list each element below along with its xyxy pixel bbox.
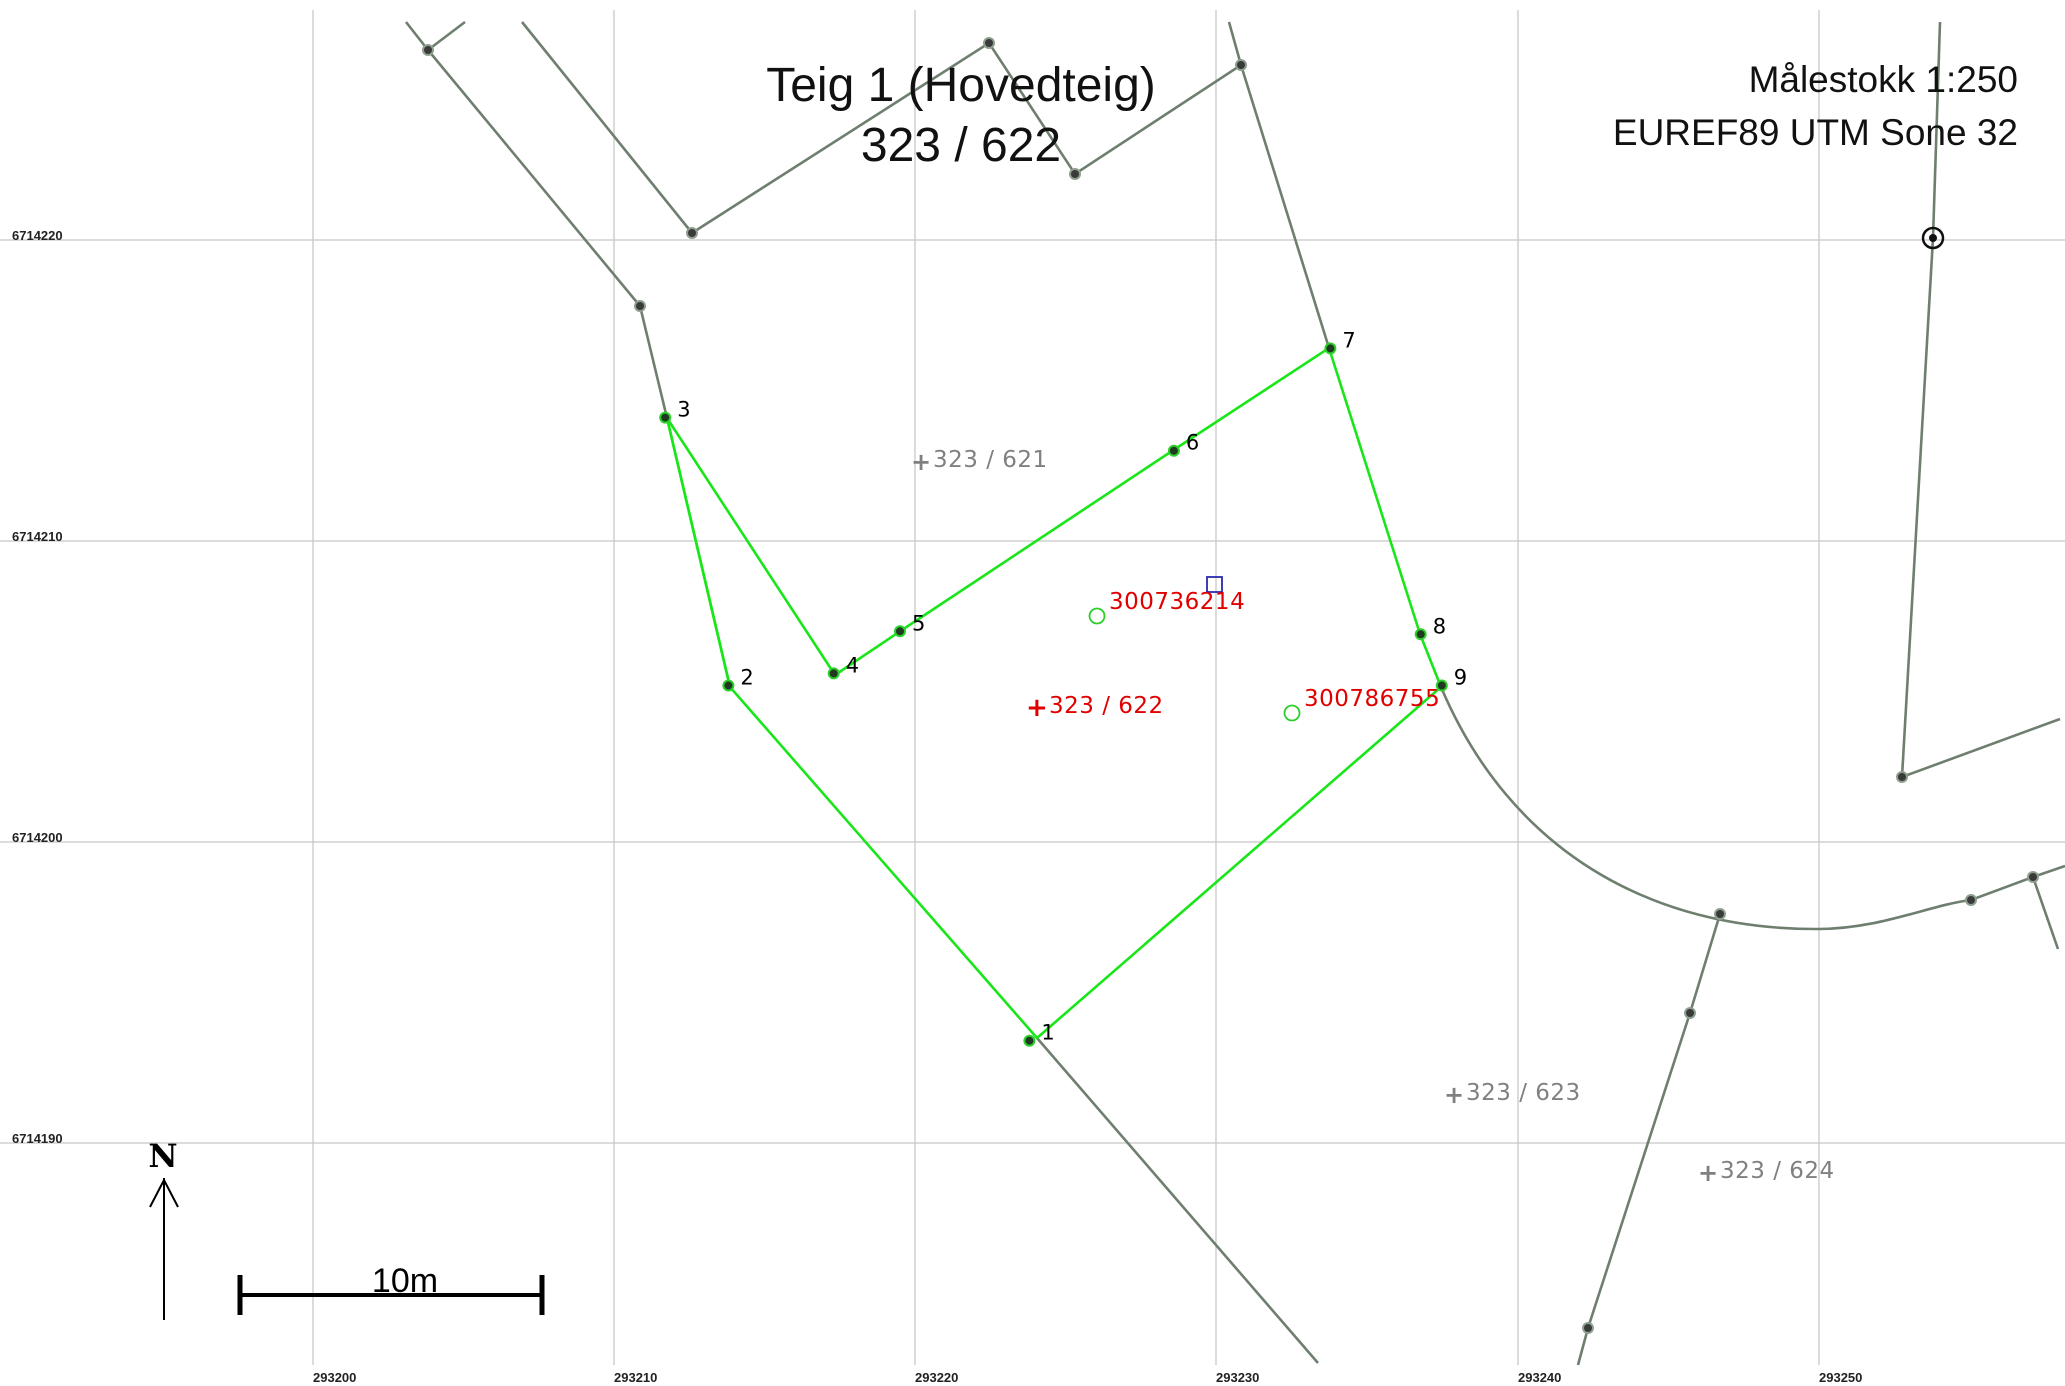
parcel-ref-text: 323 / 623 xyxy=(1466,1080,1581,1106)
boundary-marker xyxy=(1582,1322,1594,1334)
x-axis-labels: 293200 293210 293220 293230 293240 29325… xyxy=(313,1370,1862,1385)
x-tick-label: 293200 xyxy=(313,1370,356,1385)
north-arrow-head-icon xyxy=(149,1177,179,1208)
x-tick-label: 293220 xyxy=(915,1370,958,1385)
x-tick-label: 293230 xyxy=(1216,1370,1259,1385)
y-axis-labels: 6714220 6714210 6714200 6714190 xyxy=(12,228,63,1146)
parcel-point-label: 8 xyxy=(1433,614,1446,638)
parcel-point-label: 3 xyxy=(677,398,690,422)
projection-text: EUREF89 UTM Sone 32 xyxy=(1613,112,2018,153)
scale-bar: 10m xyxy=(237,1262,545,1315)
parcel-point-marker[interactable] xyxy=(1023,1034,1036,1047)
neighbor-boundary-line xyxy=(1227,21,1243,66)
boundary-marker xyxy=(686,227,698,239)
building-label: 300786755 xyxy=(1304,686,1440,712)
scale-info: Målestokk 1:250 EUREF89 UTM Sone 32 xyxy=(1613,59,2018,153)
parcel-point-marker[interactable] xyxy=(1324,342,1337,355)
north-label: N xyxy=(148,1137,177,1175)
neighbor-boundary-line xyxy=(1036,1037,1319,1364)
y-tick-label: 6714190 xyxy=(12,1131,63,1146)
neighbor-boundary-line xyxy=(520,21,1331,349)
boundary-marker xyxy=(1235,59,1247,71)
coordinate-grid xyxy=(0,10,2065,1365)
boundary-marker xyxy=(1896,771,1908,783)
road-curve xyxy=(1439,686,2065,931)
boundary-marker xyxy=(1684,1007,1696,1019)
neighbor-boundary-line xyxy=(1900,21,2061,779)
parcel-reference-labels: + 323 / 621 + 323 / 622 + 323 / 623 + 32… xyxy=(911,447,1835,1187)
parcel-point-marker[interactable] xyxy=(1414,628,1427,641)
parcel-ref-text: 323 / 624 xyxy=(1720,1158,1835,1184)
boundary-marker xyxy=(983,37,995,49)
parcel-point-marker[interactable] xyxy=(827,667,840,680)
parcel-point-label: 7 xyxy=(1342,328,1355,352)
parcel-ref-plus-icon: + xyxy=(1698,1159,1719,1187)
parcel-point-marker[interactable] xyxy=(659,411,672,424)
building-circle-icon xyxy=(1088,607,1106,625)
boundary-marker xyxy=(422,44,434,56)
boundary-marker xyxy=(1714,908,1726,920)
neighbor-boundary-line xyxy=(404,21,669,419)
parcel-point-marker[interactable] xyxy=(894,625,906,638)
parcel-ref-323-621[interactable]: + 323 / 621 xyxy=(911,447,1048,476)
parcel-point-marker[interactable] xyxy=(1167,444,1180,457)
neighbor-boundary-line xyxy=(1576,913,1722,1366)
neighbor-nodes xyxy=(422,37,2039,1334)
x-tick-label: 293240 xyxy=(1518,1370,1561,1385)
map-subtitle: 323 / 622 xyxy=(861,119,1061,172)
y-tick-label: 6714200 xyxy=(12,830,63,845)
boundary-marker xyxy=(2027,871,2039,883)
building-markers: 300736214 300786755 xyxy=(1088,576,1441,722)
survey-point-icon xyxy=(1921,226,1945,250)
scale-bar-label: 10m xyxy=(372,1262,438,1300)
building-circle-icon xyxy=(1283,704,1301,722)
parcel-ref-323-624[interactable]: + 323 / 624 xyxy=(1698,1158,1835,1187)
parcel-ref-plus-icon: + xyxy=(1026,693,1048,723)
building-300786755[interactable]: 300786755 xyxy=(1283,686,1441,722)
scale-text: Målestokk 1:250 xyxy=(1749,59,2018,100)
boundary-marker xyxy=(634,300,646,312)
y-tick-label: 6714210 xyxy=(12,529,63,544)
parcel-corner-points: 1 2 3 4 5 6 7 8 9 xyxy=(659,328,1467,1047)
boundary-marker xyxy=(1069,168,1081,180)
building-square-icon xyxy=(1206,576,1223,593)
x-tick-label: 293250 xyxy=(1819,1370,1862,1385)
title-block: Teig 1 (Hovedteig) 323 / 622 xyxy=(766,59,1156,172)
building-300736214[interactable]: 300736214 xyxy=(1088,589,1246,625)
x-tick-label: 293210 xyxy=(614,1370,657,1385)
parcel-point-label: 9 xyxy=(1454,666,1467,690)
parcel-point-label: 6 xyxy=(1186,431,1199,455)
parcel-ref-plus-icon: + xyxy=(911,448,932,476)
boundary-marker xyxy=(1965,894,1977,906)
neighbor-boundaries xyxy=(404,20,2065,1366)
neighbor-boundary-line xyxy=(427,20,466,52)
parcel-point-marker[interactable] xyxy=(1435,679,1448,692)
parcel-ref-323-623[interactable]: + 323 / 623 xyxy=(1444,1080,1581,1109)
parcel-ref-text: 323 / 622 xyxy=(1049,693,1164,719)
building-label: 300736214 xyxy=(1109,589,1245,615)
map-title: Teig 1 (Hovedteig) xyxy=(766,59,1156,112)
main-parcel-boundary[interactable] xyxy=(665,345,1443,1040)
parcel-point-label: 4 xyxy=(846,653,859,677)
y-tick-label: 6714220 xyxy=(12,228,63,243)
parcel-point-marker[interactable] xyxy=(722,679,735,692)
north-arrow: N xyxy=(148,1137,179,1320)
parcel-point-label: 1 xyxy=(1041,1021,1054,1045)
parcel-point-label: 2 xyxy=(740,666,753,690)
parcel-ref-text: 323 / 621 xyxy=(933,447,1048,473)
neighbor-boundary-line xyxy=(2031,876,2060,950)
parcel-inner-line xyxy=(665,417,732,688)
parcel-ref-323-622[interactable]: + 323 / 622 xyxy=(1026,693,1164,723)
parcel-ref-plus-icon: + xyxy=(1444,1081,1465,1109)
parcel-point-label: 5 xyxy=(912,611,925,635)
